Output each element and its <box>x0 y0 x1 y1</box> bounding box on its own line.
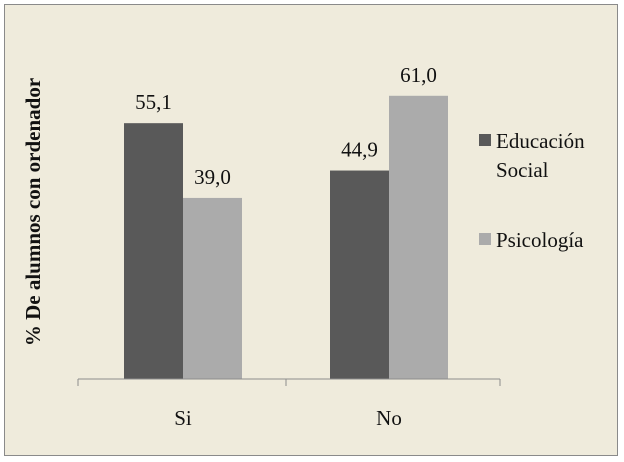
x-tick-label: No <box>376 406 402 430</box>
plot-area: 55,1 39,0 Si 44,9 61,0 No <box>77 63 501 430</box>
chart-frame <box>4 4 618 456</box>
legend-label: Educación <box>496 129 585 153</box>
bar-si-series-0 <box>124 123 183 379</box>
data-label: 61,0 <box>400 63 437 87</box>
data-label: 55,1 <box>135 90 172 114</box>
bar-si-series-1 <box>183 197 242 379</box>
y-axis-label: % De alumnos con ordenador <box>21 78 45 346</box>
legend-label: Psicología <box>496 228 584 252</box>
bar-no-series-1 <box>389 95 448 380</box>
legend-swatch <box>479 233 491 245</box>
bar-no-series-0 <box>330 170 389 379</box>
legend: Educación Social Psicología <box>479 129 585 252</box>
data-label: 44,9 <box>341 138 378 162</box>
data-label: 39,0 <box>194 165 231 189</box>
legend-label: Social <box>496 158 549 182</box>
legend-swatch <box>479 134 491 146</box>
x-tick-label: Si <box>174 406 192 430</box>
